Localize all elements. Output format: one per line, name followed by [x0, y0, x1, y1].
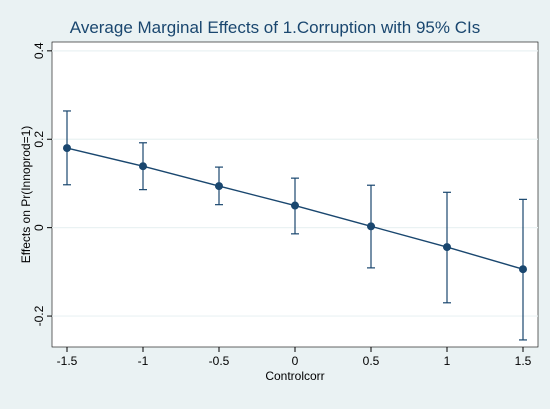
chart-title: Average Marginal Effects of 1.Corruption…: [69, 18, 481, 37]
y-tick-label: 0.4: [32, 42, 46, 59]
x-axis-title: Controlcorr: [265, 369, 324, 383]
series-layer: [63, 110, 527, 341]
data-point: [63, 144, 71, 153]
y-tick-label: 0.2: [32, 131, 46, 148]
data-point: [215, 182, 223, 191]
x-tick-label: -1.5: [57, 354, 78, 368]
grid-layer: [52, 50, 538, 317]
x-tick-label: -0.5: [209, 354, 230, 368]
data-point: [291, 201, 299, 210]
x-tick-label: 0.5: [363, 354, 380, 368]
axis-layer: -0.2 0 0.2 0.4 -1.5 -1 -0.5 0 0.5 1 1.5: [32, 42, 532, 368]
data-point: [443, 243, 451, 252]
y-axis-title: Effects on Pr(Innoprod=1): [19, 126, 33, 264]
x-tick-label: 0: [292, 354, 299, 368]
x-tick-label: 1.5: [515, 354, 532, 368]
data-point: [367, 222, 375, 231]
y-tick-label: -0.2: [32, 305, 46, 326]
y-tick-label: 0: [32, 224, 46, 231]
data-point: [139, 162, 147, 171]
x-tick-label: 1: [444, 354, 451, 368]
data-point: [519, 265, 527, 274]
x-tick-label: -1: [138, 354, 149, 368]
